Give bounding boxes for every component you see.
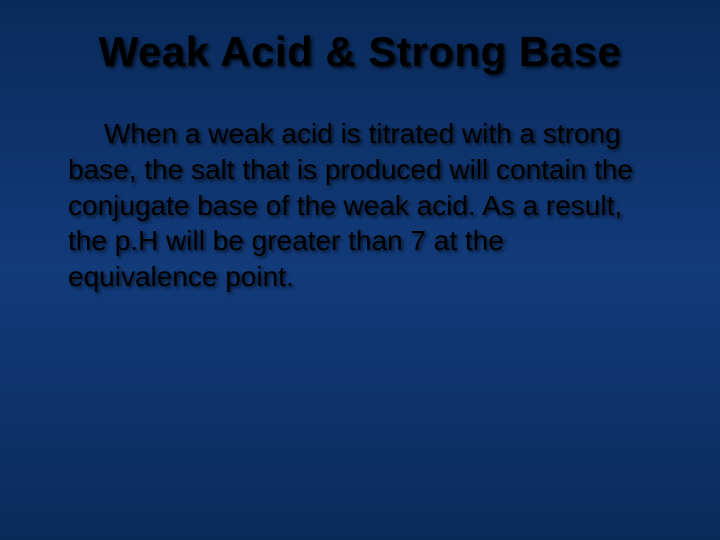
slide-body-text: When a weak acid is titrated with a stro…: [68, 118, 633, 292]
slide: Weak Acid & Strong Base When a weak acid…: [0, 0, 720, 540]
slide-title: Weak Acid & Strong Base: [60, 28, 660, 76]
slide-body: When a weak acid is titrated with a stro…: [60, 116, 660, 295]
